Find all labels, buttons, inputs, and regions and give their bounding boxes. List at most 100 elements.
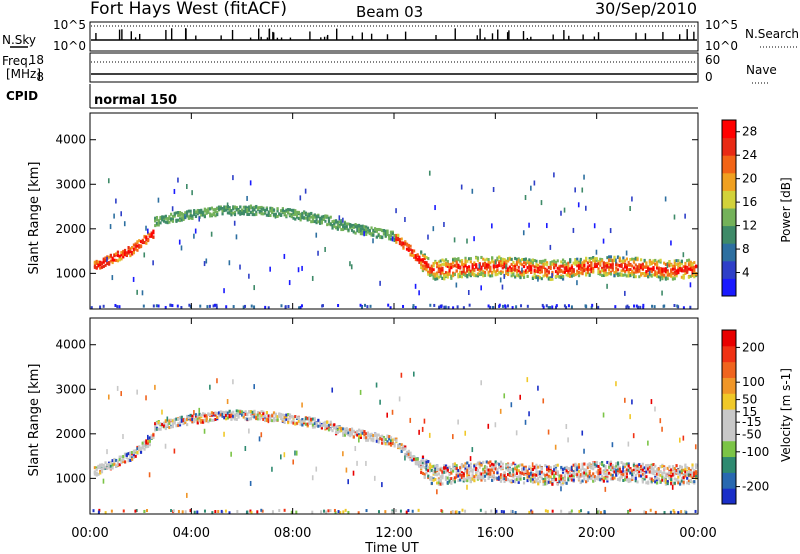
data-cell (689, 470, 692, 474)
data-cell (427, 469, 430, 473)
data-cell (515, 263, 519, 267)
data-cell (256, 413, 260, 417)
data-cell (150, 231, 153, 235)
data-cell (331, 387, 334, 393)
data-cell (111, 459, 114, 463)
data-cell (152, 304, 155, 308)
data-cell (503, 474, 506, 478)
data-cell (375, 433, 378, 437)
data-cell (134, 244, 137, 248)
data-cell (281, 417, 284, 421)
data-cell (262, 412, 265, 416)
data-cell (411, 253, 414, 257)
data-cell (221, 412, 224, 418)
data-cell (668, 471, 671, 475)
data-cell (317, 214, 320, 218)
data-cell (499, 408, 502, 414)
data-cell (276, 209, 279, 213)
data-cell (581, 268, 584, 272)
data-cell (237, 211, 240, 215)
data-cell (455, 470, 458, 474)
data-cell (588, 462, 591, 466)
data-cell (650, 479, 653, 483)
data-cell (647, 265, 650, 269)
data-cell (466, 484, 468, 490)
data-cell (671, 267, 675, 271)
colorbar-swatch (722, 172, 736, 191)
data-cell (565, 262, 568, 266)
data-cell (684, 472, 687, 476)
data-cell (264, 414, 267, 418)
data-cell (452, 306, 455, 310)
colorbar-tick-label: 100 (742, 375, 765, 389)
data-cell (288, 208, 292, 212)
data-cell (540, 277, 543, 281)
data-cell (592, 461, 595, 465)
data-cell (93, 466, 96, 470)
data-cell (100, 467, 104, 471)
data-cell (352, 429, 355, 433)
data-cell (530, 261, 533, 265)
data-cell (338, 225, 341, 229)
data-cell (634, 270, 637, 274)
data-cell (358, 230, 361, 234)
data-cell (506, 466, 510, 470)
data-cell (512, 461, 515, 465)
data-cell (226, 411, 229, 415)
data-cell (452, 258, 455, 262)
data-cell (342, 432, 345, 436)
data-cell (210, 231, 213, 237)
data-cell (427, 270, 430, 274)
data-cell (691, 475, 694, 479)
colorbar-swatch (722, 424, 736, 442)
data-cell (537, 465, 540, 469)
data-cell (530, 270, 533, 274)
data-cell (599, 257, 602, 261)
data-cell (434, 466, 437, 470)
data-cell (272, 208, 276, 212)
data-cell (455, 473, 458, 479)
data-cell (639, 466, 643, 470)
data-cell (537, 276, 539, 282)
data-cell (432, 262, 435, 266)
data-cell (604, 476, 607, 480)
data-cell (686, 472, 689, 476)
data-cell (280, 454, 282, 460)
data-cell (506, 257, 510, 261)
data-cell (680, 269, 683, 273)
data-cell (576, 474, 579, 478)
data-cell (544, 262, 547, 266)
data-cell (186, 184, 188, 190)
data-cell (476, 474, 480, 478)
data-cell (269, 414, 272, 418)
data-cell (131, 246, 134, 250)
data-cell (498, 462, 501, 466)
data-cell (395, 240, 398, 244)
data-cell (303, 216, 306, 220)
data-cell (386, 434, 389, 438)
data-cell (661, 426, 663, 432)
data-cell (349, 432, 352, 436)
data-cell (691, 473, 694, 477)
data-cell (425, 471, 428, 475)
data-cell (530, 468, 533, 472)
data-cell (615, 473, 618, 477)
data-cell (455, 510, 458, 514)
data-cell (423, 261, 426, 265)
data-cell (467, 476, 471, 480)
power-x-ticks (89, 113, 699, 309)
data-cell (542, 262, 545, 266)
data-cell (693, 261, 696, 265)
data-cell (100, 262, 104, 266)
data-cell (542, 265, 545, 269)
data-cell (168, 419, 171, 423)
data-cell (111, 256, 114, 260)
data-cell (443, 274, 446, 278)
colorbar-frame (721, 119, 737, 297)
data-cell (184, 421, 187, 425)
data-cell (375, 439, 378, 443)
data-cell (239, 264, 241, 270)
data-cell (143, 447, 146, 451)
data-cell (620, 472, 623, 476)
data-cell (196, 210, 199, 214)
